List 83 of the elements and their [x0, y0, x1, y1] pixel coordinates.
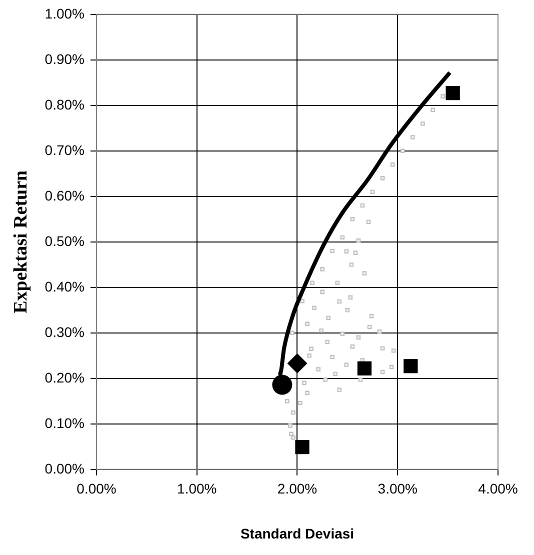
y-tick-label: 1.00%: [44, 5, 84, 22]
x-axis-title: Standard Deviasi: [240, 525, 354, 542]
y-tick-label: 0.30%: [44, 324, 84, 340]
point: [320, 290, 324, 294]
point: [291, 410, 296, 415]
point: [291, 435, 296, 440]
point: [330, 354, 335, 360]
point: [298, 400, 302, 406]
y-tick-label: 0.20%: [44, 369, 84, 386]
point: [389, 364, 394, 370]
point: [344, 362, 349, 367]
point: [410, 135, 415, 140]
point: [356, 335, 361, 340]
point: [287, 353, 308, 374]
point: [377, 329, 382, 334]
point: [326, 316, 331, 320]
point: [337, 299, 342, 304]
point: [356, 238, 361, 243]
point: [430, 108, 435, 112]
point: [348, 295, 353, 300]
point: [360, 203, 365, 208]
point: [380, 346, 385, 351]
y-axis-title: Expektasi Return: [10, 170, 32, 314]
x-tick-label: 2.00%: [277, 480, 318, 497]
point: [288, 424, 292, 428]
y-tick-label: 0.00%: [44, 460, 84, 476]
y-tick-label: 0.10%: [44, 414, 84, 431]
point: [362, 271, 367, 276]
point: [319, 328, 324, 333]
x-tick-label: 4.00%: [478, 480, 518, 497]
point: [345, 308, 350, 312]
x-tick-label: 0.00%: [76, 480, 116, 497]
point: [335, 280, 340, 286]
point: [367, 324, 372, 330]
point: [320, 267, 324, 272]
point: [305, 322, 310, 326]
point: [302, 380, 306, 386]
point: [391, 348, 396, 353]
point: [446, 86, 460, 100]
point: [330, 248, 335, 254]
point: [380, 370, 385, 374]
point: [323, 378, 328, 382]
point: [309, 346, 314, 351]
point: [369, 314, 374, 318]
point: [380, 176, 385, 180]
point: [353, 250, 358, 255]
point: [290, 330, 294, 336]
point: [295, 440, 310, 454]
point: [344, 249, 349, 254]
x-tick-label: 1.00%: [177, 480, 217, 497]
y-tick-label: 0.80%: [44, 96, 84, 112]
point: [420, 121, 425, 126]
point: [357, 361, 372, 376]
point: [325, 340, 330, 344]
point: [312, 306, 316, 310]
point: [370, 190, 375, 194]
y-tick-label: 0.40%: [44, 278, 84, 294]
point: [307, 353, 312, 358]
point: [404, 359, 418, 374]
y-tick-label: 0.90%: [44, 50, 84, 67]
point: [285, 398, 290, 404]
point: [340, 332, 345, 336]
point: [390, 162, 395, 167]
x-tick-label: 3.00%: [378, 480, 418, 497]
point: [305, 390, 310, 396]
point: [316, 367, 320, 372]
point: [358, 378, 363, 382]
point: [350, 344, 355, 349]
point: [340, 235, 345, 240]
point: [337, 388, 342, 392]
point: [289, 432, 294, 436]
point: [300, 298, 304, 304]
point: [350, 216, 355, 222]
point: [349, 262, 354, 267]
y-tick-label: 0.70%: [44, 142, 84, 158]
y-tick-label: 0.50%: [44, 232, 84, 249]
point: [400, 148, 405, 154]
point: [310, 280, 314, 286]
point: [366, 220, 371, 224]
point: [440, 94, 445, 98]
y-tick-label: 0.60%: [44, 187, 84, 204]
point: [272, 374, 292, 395]
point: [333, 372, 338, 376]
